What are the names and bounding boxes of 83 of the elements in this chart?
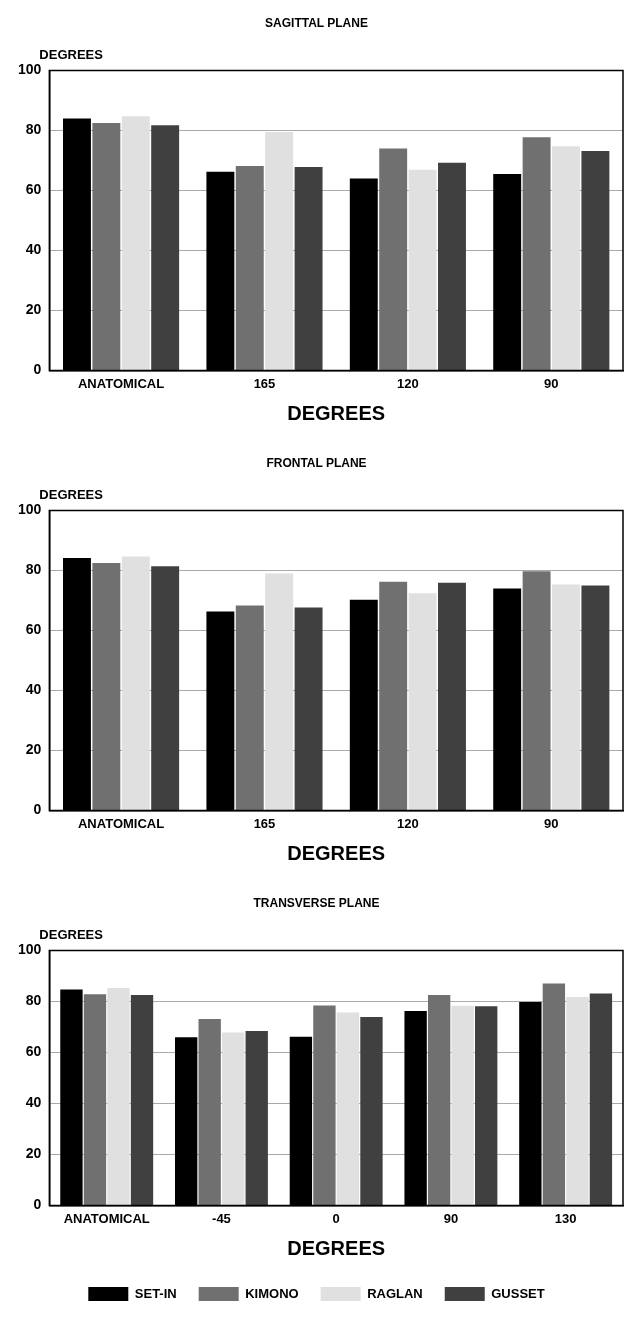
y-axis-title: DEGREES [39,927,104,943]
legend-label: RAGLAN [367,1285,423,1301]
bar [121,116,150,370]
bar [92,562,121,810]
y-tick-label: 40 [25,1094,42,1111]
bar [92,122,121,370]
bar [151,566,180,810]
x-tick-label: 90 [443,1210,459,1226]
y-tick-label: 0 [33,361,42,378]
bar [552,584,580,810]
bar [294,167,323,370]
y-tick-label: 40 [25,241,42,258]
chart-title: TRANSVERSE PLANE [253,895,380,910]
x-tick-label: 165 [253,815,276,831]
x-tick-label: 165 [253,375,276,391]
bar [313,1005,336,1205]
bar [222,1032,245,1205]
y-tick-label: 80 [25,561,42,578]
bar [408,169,437,370]
bar [83,994,107,1205]
x-tick-label: 90 [544,375,559,391]
x-tick-label: 120 [397,815,419,831]
x-tick-label: ANATOMICAL [77,375,165,391]
bar [121,556,150,810]
bar [294,607,323,810]
x-tick-label: ANATOMICAL [77,815,165,831]
bar [475,1006,498,1205]
y-tick-label: 60 [25,1043,42,1060]
y-tick-label: 60 [25,621,42,638]
bar [438,162,466,370]
bar [522,137,551,370]
bar [379,581,408,810]
x-tick-label: 0 [332,1210,340,1226]
y-tick-label: 0 [33,1196,42,1213]
y-axis-title: DEGREES [39,487,104,503]
y-tick-label: 40 [25,681,42,698]
bar [265,573,294,810]
y-tick-label: 20 [25,301,42,318]
bar [265,131,294,370]
bar [542,983,566,1205]
x-axis-title: DEGREES [287,401,386,424]
chart-title: FRONTAL PLANE [266,455,367,470]
chart-title: SAGITTAL PLANE [265,15,368,30]
bar [336,1012,360,1205]
bar [438,582,466,810]
legend-label: KIMONO [245,1285,299,1301]
bar [408,593,437,810]
bar [427,995,451,1205]
bar [379,148,408,370]
y-tick-label: 80 [25,992,42,1009]
bar [245,1030,268,1205]
bar [522,571,551,810]
y-tick-label: 100 [18,61,42,78]
x-tick-label: 90 [544,815,559,831]
x-tick-label: -45 [212,1210,231,1226]
bar [130,995,154,1205]
bar [552,146,580,370]
bar [451,1005,474,1205]
bar [235,166,264,370]
bar [198,1019,221,1205]
y-axis-title: DEGREES [39,47,104,63]
y-tick-label: 20 [25,741,42,758]
bar [360,1016,383,1205]
bar [581,151,610,370]
x-tick-label: ANATOMICAL [63,1210,150,1226]
bar [235,605,264,810]
bar [581,585,610,810]
y-tick-label: 100 [18,941,42,958]
legend-label: SET-IN [134,1285,177,1301]
bar [151,125,180,370]
x-tick-label: 120 [397,375,419,391]
x-tick-label: 130 [554,1210,577,1226]
y-tick-label: 80 [25,121,42,138]
x-axis-title: DEGREES [287,1236,386,1259]
bar [107,987,130,1205]
x-axis-title: DEGREES [287,841,386,864]
bar [589,993,613,1205]
y-tick-label: 60 [25,181,42,198]
y-tick-label: 100 [18,501,42,518]
legend-label: GUSSET [491,1285,545,1301]
bar [566,997,589,1205]
y-tick-label: 0 [33,801,42,818]
y-tick-label: 20 [25,1145,42,1162]
